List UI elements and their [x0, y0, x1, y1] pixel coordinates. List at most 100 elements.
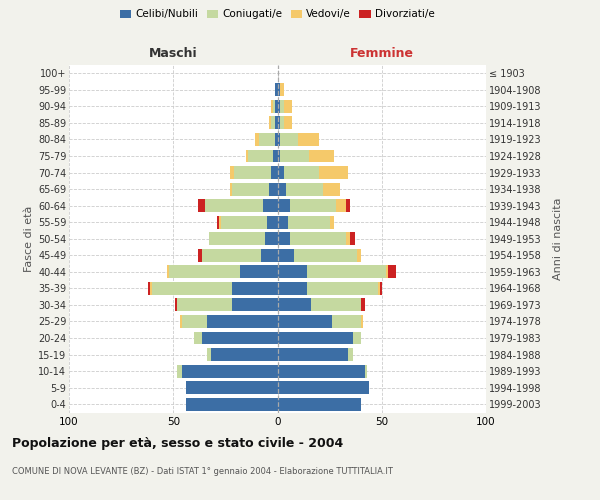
Y-axis label: Anni di nascita: Anni di nascita — [553, 198, 563, 280]
Bar — [294, 249, 357, 262]
Bar — [232, 298, 277, 312]
Bar — [152, 282, 232, 295]
Bar — [277, 150, 280, 162]
Bar — [209, 232, 265, 245]
Bar — [151, 282, 152, 295]
Bar — [349, 348, 353, 361]
Text: Maschi: Maschi — [149, 47, 197, 60]
Bar — [211, 348, 277, 361]
Bar — [205, 199, 263, 212]
Bar — [178, 364, 182, 378]
Bar — [246, 150, 248, 162]
Bar — [284, 166, 319, 179]
Bar — [230, 166, 234, 179]
Bar — [319, 166, 349, 179]
Bar — [277, 166, 284, 179]
Bar — [275, 116, 277, 130]
Bar — [309, 150, 334, 162]
Bar — [275, 133, 277, 146]
Legend: Celibi/Nubili, Coniugati/e, Vedovi/e, Divorziati/e: Celibi/Nubili, Coniugati/e, Vedovi/e, Di… — [116, 5, 439, 24]
Bar — [388, 266, 397, 278]
Bar — [353, 332, 361, 344]
Bar — [336, 199, 346, 212]
Bar — [377, 282, 380, 295]
Bar — [277, 315, 332, 328]
Bar — [271, 116, 275, 130]
Bar — [284, 116, 292, 130]
Bar — [265, 232, 277, 245]
Bar — [346, 199, 350, 212]
Bar — [277, 266, 307, 278]
Bar — [332, 315, 361, 328]
Bar — [277, 332, 353, 344]
Bar — [280, 84, 284, 96]
Bar — [182, 364, 277, 378]
Bar — [284, 100, 292, 113]
Bar — [280, 150, 309, 162]
Bar — [277, 364, 365, 378]
Bar — [178, 298, 232, 312]
Bar — [290, 232, 346, 245]
Bar — [277, 282, 307, 295]
Bar — [350, 232, 355, 245]
Bar — [277, 232, 290, 245]
Bar — [219, 216, 221, 228]
Bar — [198, 199, 205, 212]
Bar — [277, 100, 280, 113]
Bar — [269, 116, 271, 130]
Bar — [290, 199, 336, 212]
Bar — [277, 398, 361, 410]
Bar — [277, 249, 294, 262]
Bar — [186, 398, 277, 410]
Bar — [206, 315, 277, 328]
Bar — [198, 249, 202, 262]
Bar — [365, 364, 367, 378]
Bar — [277, 182, 286, 196]
Bar — [175, 298, 178, 312]
Bar — [240, 266, 277, 278]
Bar — [311, 298, 361, 312]
Bar — [202, 249, 261, 262]
Bar — [277, 133, 280, 146]
Bar — [169, 266, 240, 278]
Bar — [206, 348, 211, 361]
Bar — [248, 150, 274, 162]
Bar — [386, 266, 388, 278]
Text: COMUNE DI NOVA LEVANTE (BZ) - Dati ISTAT 1° gennaio 2004 - Elaborazione TUTTITAL: COMUNE DI NOVA LEVANTE (BZ) - Dati ISTAT… — [12, 468, 393, 476]
Bar — [274, 100, 275, 113]
Bar — [232, 282, 277, 295]
Bar — [167, 266, 169, 278]
Bar — [263, 199, 277, 212]
Bar — [361, 298, 365, 312]
Bar — [286, 182, 323, 196]
Text: Femmine: Femmine — [350, 47, 414, 60]
Bar — [182, 315, 206, 328]
Bar — [357, 249, 361, 262]
Bar — [346, 232, 350, 245]
Bar — [221, 216, 267, 228]
Bar — [259, 133, 275, 146]
Bar — [186, 381, 277, 394]
Bar — [148, 282, 151, 295]
Bar — [232, 182, 269, 196]
Bar — [307, 282, 377, 295]
Bar — [261, 249, 277, 262]
Bar — [269, 182, 277, 196]
Bar — [361, 315, 363, 328]
Bar — [280, 133, 298, 146]
Bar — [230, 182, 232, 196]
Bar — [380, 282, 382, 295]
Bar — [194, 332, 202, 344]
Bar — [307, 266, 386, 278]
Bar — [274, 150, 277, 162]
Bar — [277, 216, 288, 228]
Bar — [329, 216, 334, 228]
Bar — [275, 84, 277, 96]
Bar — [280, 100, 284, 113]
Bar — [298, 133, 319, 146]
Bar — [277, 84, 280, 96]
Bar — [234, 166, 271, 179]
Bar — [323, 182, 340, 196]
Bar — [254, 133, 259, 146]
Bar — [277, 298, 311, 312]
